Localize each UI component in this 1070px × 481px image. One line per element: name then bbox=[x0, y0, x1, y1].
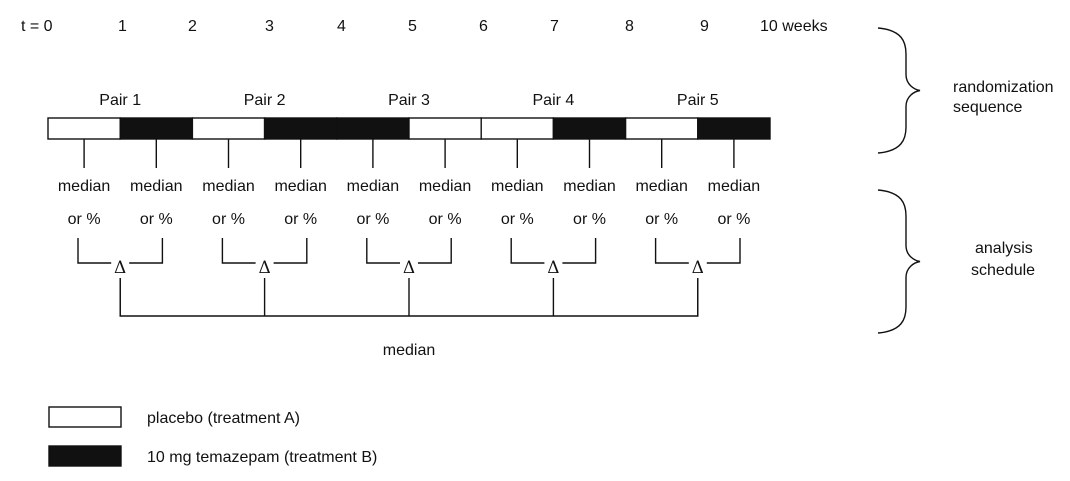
median-label-5-2: median bbox=[707, 178, 761, 195]
overall-median-bracket bbox=[119, 278, 699, 317]
median-label-5-1: median bbox=[635, 178, 688, 195]
delta-symbol-4: Δ bbox=[547, 258, 560, 278]
pair-bracket-left-4 bbox=[510, 238, 545, 264]
median-label-4-2: median bbox=[563, 178, 616, 195]
period-1-1-block bbox=[47, 117, 121, 140]
pair-label-5: Pair 5 bbox=[676, 92, 719, 109]
analysis-brace bbox=[877, 189, 921, 334]
randomization-brace bbox=[877, 27, 921, 154]
delta-symbol-3: Δ bbox=[402, 258, 416, 278]
period-4-1-block bbox=[480, 117, 555, 140]
delta-symbol-1: Δ bbox=[114, 258, 127, 278]
pair-bracket-left-3 bbox=[366, 238, 400, 264]
timeline-tick-7: 7 bbox=[550, 18, 559, 35]
timeline-tick-8: 8 bbox=[625, 18, 634, 35]
median-label-4-1: median bbox=[491, 178, 544, 195]
period-5-1-block bbox=[624, 117, 699, 140]
period-1-2-block bbox=[119, 117, 194, 140]
legend-label-b: 10 mg temazepam (treatment B) bbox=[147, 449, 378, 466]
or-percent-label-1-2: or % bbox=[139, 211, 173, 228]
pair-bracket-right-1 bbox=[129, 238, 164, 264]
timeline-tick-9: 9 bbox=[700, 18, 709, 35]
or-percent-label-3-1: or % bbox=[356, 211, 390, 228]
or-percent-label-5-1: or % bbox=[645, 211, 679, 228]
or-percent-label-2-2: or % bbox=[284, 211, 318, 228]
median-label-2-2: median bbox=[274, 178, 327, 195]
period-2-2-block bbox=[263, 117, 338, 140]
timeline-tick-4: 4 bbox=[337, 18, 346, 35]
timeline-tick-6: 6 bbox=[479, 18, 488, 35]
median-label-2-1: median bbox=[202, 178, 255, 195]
timeline-tick-3: 3 bbox=[265, 18, 274, 35]
legend-swatch-a bbox=[48, 406, 122, 428]
delta-symbol-2: Δ bbox=[258, 258, 271, 278]
pair-bracket-right-5 bbox=[706, 238, 741, 264]
overall-median-label: median bbox=[382, 342, 436, 359]
or-percent-label-4-2: or % bbox=[573, 211, 606, 228]
timeline-tick-1: 1 bbox=[118, 18, 127, 35]
randomization-label-line2: sequence bbox=[953, 99, 1023, 116]
pair-bracket-left-1 bbox=[77, 238, 112, 264]
period-4-2-block bbox=[552, 117, 627, 140]
analysis-label-line1: analysis bbox=[975, 240, 1033, 257]
median-label-1-1: median bbox=[57, 178, 111, 195]
pair-label-2: Pair 2 bbox=[243, 92, 286, 109]
or-percent-label-4-1: or % bbox=[500, 211, 534, 228]
pair-bracket-left-2 bbox=[221, 238, 256, 264]
pair-bracket-right-2 bbox=[273, 238, 308, 264]
period-2-1-block bbox=[191, 117, 266, 140]
randomization-label-line1: randomization bbox=[953, 79, 1054, 96]
period-3-2-block bbox=[408, 117, 482, 140]
median-label-1-2: median bbox=[130, 178, 183, 195]
legend-label-a: placebo (treatment A) bbox=[147, 410, 300, 427]
pair-label-1: Pair 1 bbox=[99, 92, 142, 109]
or-percent-label-3-2: or % bbox=[428, 211, 462, 228]
or-percent-label-2-1: or % bbox=[212, 211, 245, 228]
analysis-label-line2: schedule bbox=[971, 262, 1036, 279]
timeline-tick-10: 10 weeks bbox=[760, 18, 828, 35]
timeline-tick-0: t = 0 bbox=[21, 18, 53, 35]
pair-bracket-right-3 bbox=[418, 238, 452, 264]
or-percent-label-1-1: or % bbox=[67, 211, 101, 228]
timeline-tick-5: 5 bbox=[408, 18, 417, 35]
legend-swatch-b bbox=[48, 445, 122, 467]
median-label-3-1: median bbox=[346, 178, 400, 195]
pair-label-3: Pair 3 bbox=[388, 92, 430, 109]
timeline-tick-2: 2 bbox=[188, 18, 197, 35]
pair-label-4: Pair 4 bbox=[532, 92, 575, 109]
delta-symbol-5: Δ bbox=[691, 258, 704, 278]
period-5-2-block bbox=[697, 117, 771, 140]
pair-bracket-left-5 bbox=[654, 238, 689, 264]
pair-bracket-right-4 bbox=[562, 238, 597, 264]
median-label-3-2: median bbox=[418, 178, 472, 195]
period-3-1-block bbox=[336, 117, 410, 140]
or-percent-label-5-2: or % bbox=[717, 211, 751, 228]
